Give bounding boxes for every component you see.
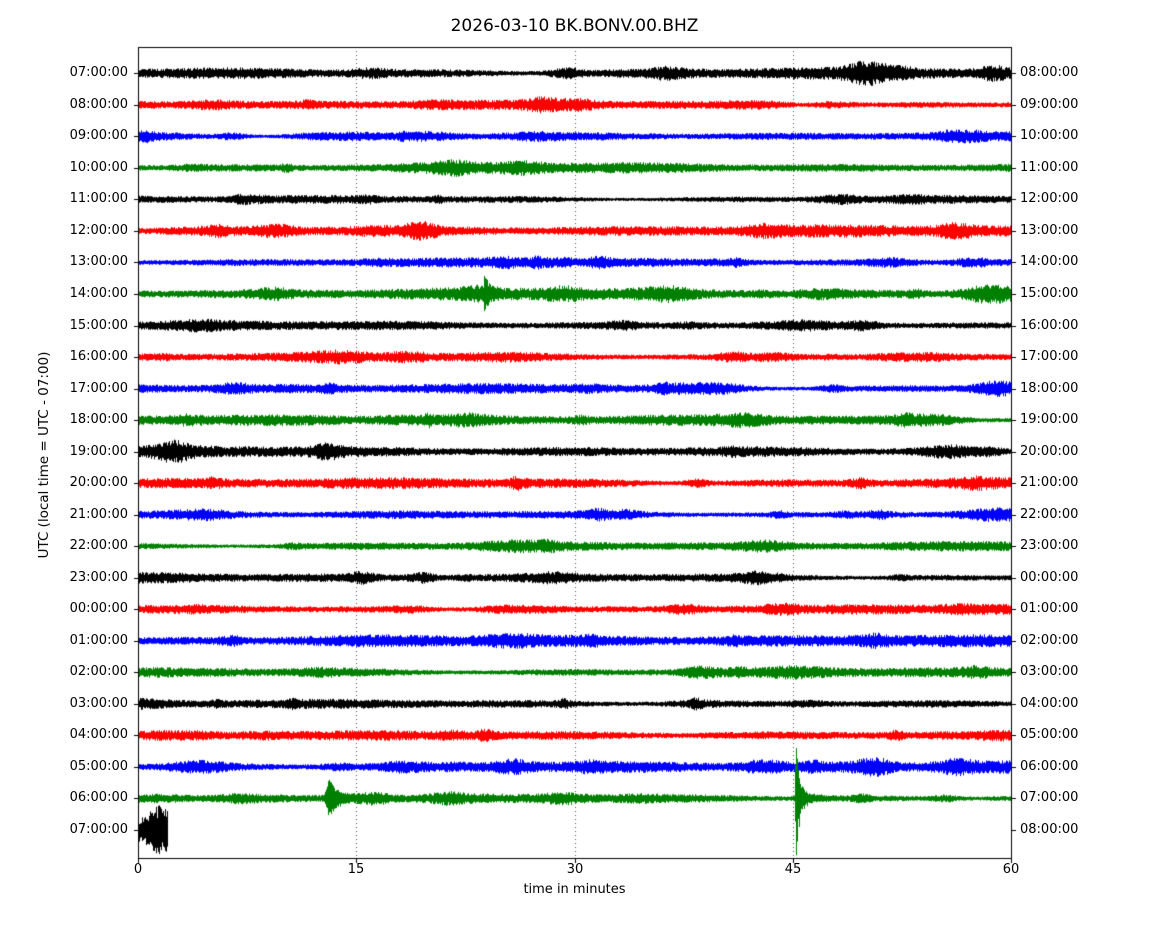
y-tick-label-utc: 08:00:00: [69, 97, 128, 112]
y-tick-label-utc: 02:00:00: [69, 664, 128, 679]
y-tick-label-local: 13:00:00: [1020, 223, 1079, 238]
y-tick-label-utc: 23:00:00: [69, 570, 128, 585]
y-tick-label-utc: 13:00:00: [69, 254, 128, 269]
y-tick-label-utc: 15:00:00: [69, 318, 128, 333]
y-tick-label-local: 02:00:00: [1020, 633, 1079, 648]
x-tick-label: 15: [347, 862, 365, 877]
y-tick-label-utc: 05:00:00: [69, 759, 128, 774]
y-tick-label-local: 11:00:00: [1020, 160, 1079, 175]
y-tick-label-utc: 22:00:00: [69, 538, 128, 553]
y-tick-label-utc: 00:00:00: [69, 601, 128, 616]
y-tick-label-utc: 07:00:00: [69, 65, 128, 80]
y-tick-label-utc: 09:00:00: [69, 128, 128, 143]
y-tick-label-utc: 12:00:00: [69, 223, 128, 238]
y-tick-label-local: 05:00:00: [1020, 727, 1079, 742]
x-tick-label: 30: [566, 862, 584, 877]
y-tick-label-local: 10:00:00: [1020, 128, 1079, 143]
y-tick-label-local: 08:00:00: [1020, 822, 1079, 837]
y-tick-label-local: 14:00:00: [1020, 254, 1079, 269]
y-tick-label-utc: 10:00:00: [69, 160, 128, 175]
x-tick-label: 0: [133, 862, 143, 877]
y-tick-label-local: 03:00:00: [1020, 664, 1079, 679]
y-tick-label-utc: 21:00:00: [69, 507, 128, 522]
y-tick-label-utc: 18:00:00: [69, 412, 128, 427]
y-tick-label-utc: 11:00:00: [69, 191, 128, 206]
y-tick-label-local: 16:00:00: [1020, 318, 1079, 333]
y-tick-label-local: 07:00:00: [1020, 790, 1079, 805]
y-tick-label-local: 15:00:00: [1020, 286, 1079, 301]
y-tick-label-utc: 01:00:00: [69, 633, 128, 648]
y-tick-label-local: 20:00:00: [1020, 444, 1079, 459]
y-tick-label-local: 19:00:00: [1020, 412, 1079, 427]
y-tick-label-local: 18:00:00: [1020, 381, 1079, 396]
y-tick-label-utc: 03:00:00: [69, 696, 128, 711]
y-tick-label-local: 12:00:00: [1020, 191, 1079, 206]
x-axis-label: time in minutes: [523, 882, 626, 897]
y-tick-label-utc: 14:00:00: [69, 286, 128, 301]
y-tick-label-local: 17:00:00: [1020, 349, 1079, 364]
y-tick-label-utc: 20:00:00: [69, 475, 128, 490]
y-tick-label-utc: 07:00:00: [69, 822, 128, 837]
y-tick-label-local: 06:00:00: [1020, 759, 1079, 774]
y-tick-label-utc: 04:00:00: [69, 727, 128, 742]
y-tick-label-local: 23:00:00: [1020, 538, 1079, 553]
y-tick-label-utc: 19:00:00: [69, 444, 128, 459]
y-tick-label-local: 21:00:00: [1020, 475, 1079, 490]
y-tick-label-local: 00:00:00: [1020, 570, 1079, 585]
x-tick-label: 60: [1002, 862, 1020, 877]
page-title: 2026-03-10 BK.BONV.00.BHZ: [450, 16, 699, 36]
y-tick-label-utc: 06:00:00: [69, 790, 128, 805]
y-tick-label-local: 22:00:00: [1020, 507, 1079, 522]
y-tick-label-local: 04:00:00: [1020, 696, 1079, 711]
y-tick-label-utc: 17:00:00: [69, 381, 128, 396]
x-tick-label: 45: [784, 862, 802, 877]
y-tick-label-utc: 16:00:00: [69, 349, 128, 364]
y-tick-label-local: 08:00:00: [1020, 65, 1079, 80]
y-tick-label-local: 01:00:00: [1020, 601, 1079, 616]
y-tick-label-local: 09:00:00: [1020, 97, 1079, 112]
